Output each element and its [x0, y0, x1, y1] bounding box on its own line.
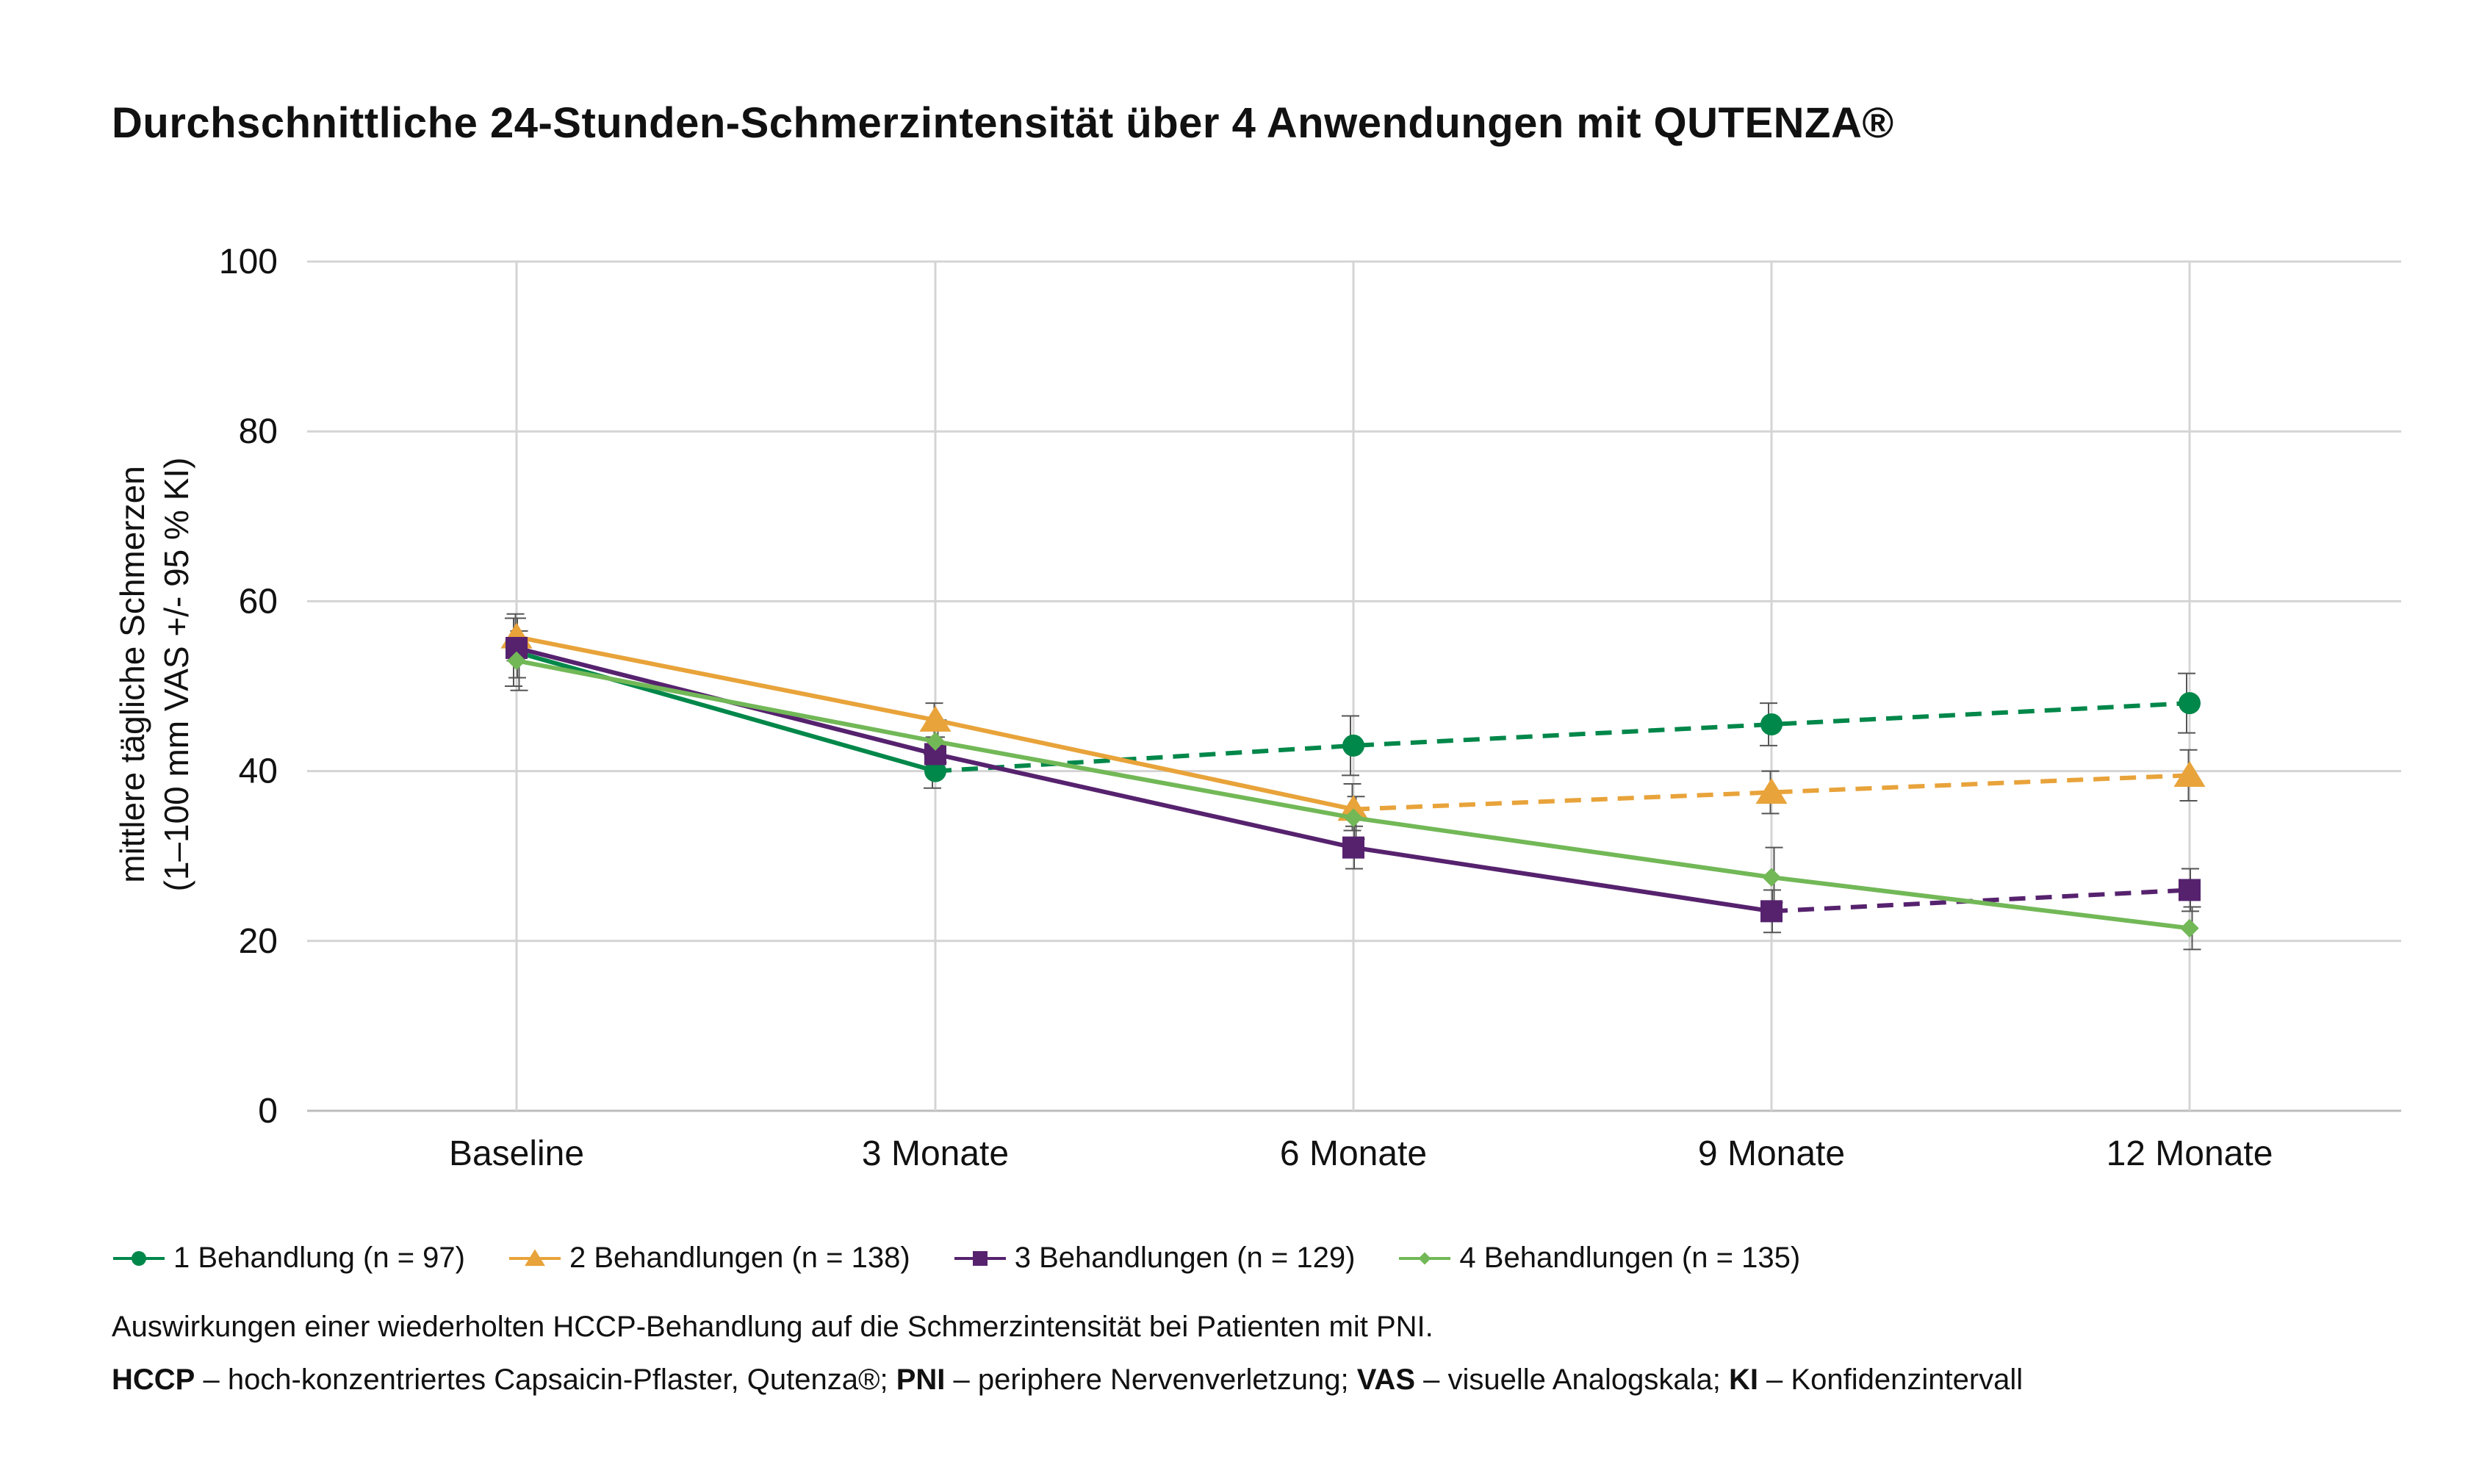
error-bars-series-4	[510, 630, 2201, 951]
data-point-2-5	[2173, 760, 2206, 788]
legend-item-2: 2 Behandlungen (n = 138)	[508, 1242, 910, 1275]
data-point-4-5	[2180, 918, 2199, 938]
abbreviations: HCCP – hoch-konzentriertes Capsaicin-Pfl…	[112, 1364, 2023, 1397]
data-point-3-5	[2179, 879, 2201, 901]
data-point-4-3	[1344, 808, 1363, 827]
abbr-vas: VAS	[1356, 1364, 1415, 1396]
legend-item-3: 3 Behandlungen (n = 129)	[953, 1242, 1356, 1275]
y-axis-label: mittlere tägliche Schmerzen (1–100 mm VAS…	[113, 458, 195, 892]
data-point-2-2	[919, 705, 952, 732]
legend-label-1: 1 Behandlung (n = 97)	[173, 1242, 465, 1274]
data-point-4-1	[507, 651, 526, 671]
legend-swatch-3	[954, 1250, 1006, 1266]
data-point-4-4	[1762, 868, 1781, 887]
data-point-4-2	[926, 732, 945, 751]
legend-swatch-4	[1399, 1252, 1451, 1264]
data-point-2-4	[1755, 777, 1788, 804]
series-line-dashed-1	[935, 701, 2190, 774]
legend-marker-2	[525, 1248, 545, 1266]
y-tick-label-60: 60	[239, 582, 278, 621]
chart-title: Durchschnittliche 24-Stunden-Schmerzinte…	[112, 99, 1894, 147]
abbr-pni: PNI	[896, 1364, 946, 1396]
legend-swatch-1	[113, 1250, 165, 1266]
y-axis-label-line-1: mittlere tägliche Schmerzen	[113, 466, 151, 883]
series-4	[507, 651, 2199, 938]
x-tick-label-1: Baseline	[449, 1134, 584, 1173]
data-point-3-3	[1342, 836, 1364, 859]
footnote: Auswirkungen einer wiederholten HCCP-Beh…	[112, 1311, 1434, 1343]
data-point-1-3	[1342, 734, 1364, 757]
error-bars-series-1	[505, 617, 2195, 789]
legend-label-4: 4 Behandlungen (n = 135)	[1459, 1242, 1801, 1274]
y-tick-label-20: 20	[239, 922, 278, 961]
legend-marker-4	[1418, 1252, 1431, 1264]
abbr-vas-text: – visuelle Analogskala;	[1415, 1364, 1729, 1396]
x-tick-label-3: 6 Monate	[1280, 1134, 1427, 1173]
legend-item-1: 1 Behandlung (n = 97)	[112, 1242, 465, 1275]
series-line-dashed-2	[1353, 773, 2190, 812]
data-point-1-2	[924, 760, 946, 782]
series-line-dashed-3	[1771, 887, 2190, 914]
x-tick-label-4: 9 Monate	[1698, 1134, 1845, 1173]
y-tick-label-80: 80	[239, 412, 278, 451]
chart-legend: 1 Behandlung (n = 97) 2 Behandlungen (n …	[112, 1242, 1843, 1275]
y-axis-label-line-2: (1–100 mm VAS +/- 95 % KI)	[157, 458, 195, 892]
legend-marker-3	[972, 1250, 988, 1266]
legend-swatch-2	[508, 1248, 561, 1266]
abbr-hccp: HCCP	[112, 1364, 195, 1396]
abbr-hccp-text: – hoch-konzentriertes Capsaicin-Pflaster…	[195, 1364, 896, 1396]
abbr-ki: KI	[1728, 1364, 1758, 1396]
data-point-1-5	[2179, 692, 2201, 715]
abbr-ki-text: – Konfidenzintervall	[1758, 1364, 2024, 1396]
legend-marker-1	[132, 1250, 146, 1266]
y-tick-label-0: 0	[258, 1092, 278, 1131]
abbr-pni-text: – periphere Nervenverletzung;	[945, 1364, 1357, 1396]
y-tick-label-40: 40	[239, 752, 278, 791]
legend-item-4: 4 Behandlungen (n = 135)	[1398, 1242, 1800, 1275]
x-tick-label-2: 3 Monate	[862, 1134, 1009, 1173]
data-point-1-4	[1760, 713, 1783, 736]
series-line-solid-1	[516, 649, 936, 774]
legend-label-2: 2 Behandlungen (n = 138)	[569, 1242, 910, 1274]
x-tick-label-5: 12 Monate	[2107, 1134, 2273, 1173]
data-point-3-4	[1760, 900, 1783, 923]
y-tick-label-100: 100	[219, 242, 278, 281]
legend-label-3: 3 Behandlungen (n = 129)	[1014, 1242, 1356, 1274]
